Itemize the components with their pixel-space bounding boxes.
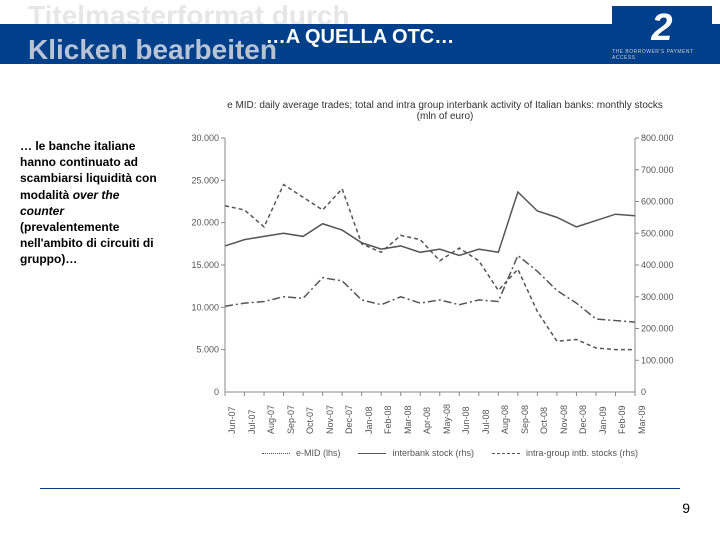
x-label: Dec-08 (578, 405, 588, 434)
svg-text:200.000: 200.000 (641, 324, 674, 334)
svg-text:700.000: 700.000 (641, 165, 674, 175)
x-label: Sep-07 (286, 405, 296, 434)
x-label: May-08 (442, 404, 452, 434)
x-label: Dec-07 (344, 405, 354, 434)
svg-text:800.000: 800.000 (641, 133, 674, 143)
legend-line-icon (358, 453, 386, 454)
legend-item: interbank stock (rhs) (358, 448, 474, 458)
svg-text:100.000: 100.000 (641, 355, 674, 365)
svg-text:600.000: 600.000 (641, 197, 674, 207)
chart-area: 5.00010.00015.00020.00025.00030.0000100.… (185, 130, 685, 430)
x-label: Feb-08 (383, 405, 393, 434)
svg-text:25.000: 25.000 (191, 175, 219, 185)
legend-line-icon (262, 453, 290, 454)
chart-legend: e-MID (lhs) interbank stock (rhs) intra-gr… (250, 448, 650, 458)
svg-text:5.000: 5.000 (196, 345, 219, 355)
svg-text:500.000: 500.000 (641, 228, 674, 238)
legend-label: intra-group intb. stocks (rhs) (526, 448, 638, 458)
x-label: Sep-08 (520, 405, 530, 434)
chart-title-line2: (mln of euro) (417, 111, 474, 122)
x-label: Nov-08 (559, 405, 569, 434)
x-label: Mar-08 (403, 405, 413, 434)
x-label: Jun-07 (227, 406, 237, 434)
logo: 2 THE BORROWER'S PAYMENT ACCESS (612, 6, 712, 64)
chart-title-line1: e MID: daily average trades; total and i… (227, 100, 663, 111)
x-label: Aug-08 (500, 405, 510, 434)
legend-line-icon (492, 453, 520, 454)
x-label: Nov-07 (325, 405, 335, 434)
chart-title: e MID: daily average trades; total and i… (200, 100, 690, 122)
x-label: Mar-09 (637, 405, 647, 434)
x-label: Jan-09 (598, 406, 608, 434)
page-number: 9 (682, 500, 690, 516)
svg-text:400.000: 400.000 (641, 260, 674, 270)
x-label: Jul-08 (481, 409, 491, 434)
legend-item: intra-group intb. stocks (rhs) (492, 448, 638, 458)
logo-number: 2 (651, 9, 672, 47)
svg-text:10.000: 10.000 (191, 302, 219, 312)
logo-subtitle: THE BORROWER'S PAYMENT ACCESS (612, 49, 712, 61)
svg-text:15.000: 15.000 (191, 260, 219, 270)
footer-line (40, 488, 680, 489)
sidebar-text: … le banche italiane hanno continuato ad… (20, 138, 165, 268)
x-label: Aug-07 (266, 405, 276, 434)
svg-text:30.000: 30.000 (191, 133, 219, 143)
legend-item: e-MID (lhs) (262, 448, 341, 458)
x-label: Jul-07 (247, 409, 257, 434)
chart-svg: 5.00010.00015.00020.00025.00030.0000100.… (185, 130, 685, 430)
legend-label: e-MID (lhs) (296, 448, 341, 458)
svg-text:20.000: 20.000 (191, 218, 219, 228)
x-label: Oct-07 (305, 407, 315, 434)
svg-text:300.000: 300.000 (641, 292, 674, 302)
x-label: Apr-08 (422, 407, 432, 434)
x-label: Jan-08 (364, 406, 374, 434)
sidebar-part-2: (prevalentemente nell'ambito di circuiti… (20, 220, 154, 266)
x-label: Feb-09 (617, 405, 627, 434)
x-label: Jun-08 (461, 406, 471, 434)
x-label: Oct-08 (539, 407, 549, 434)
x-axis-labels: Jun-07 Jul-07 Aug-07 Sep-07 Oct-07 Nov-07 Dec-… (205, 392, 680, 442)
legend-label: interbank stock (rhs) (392, 448, 474, 458)
